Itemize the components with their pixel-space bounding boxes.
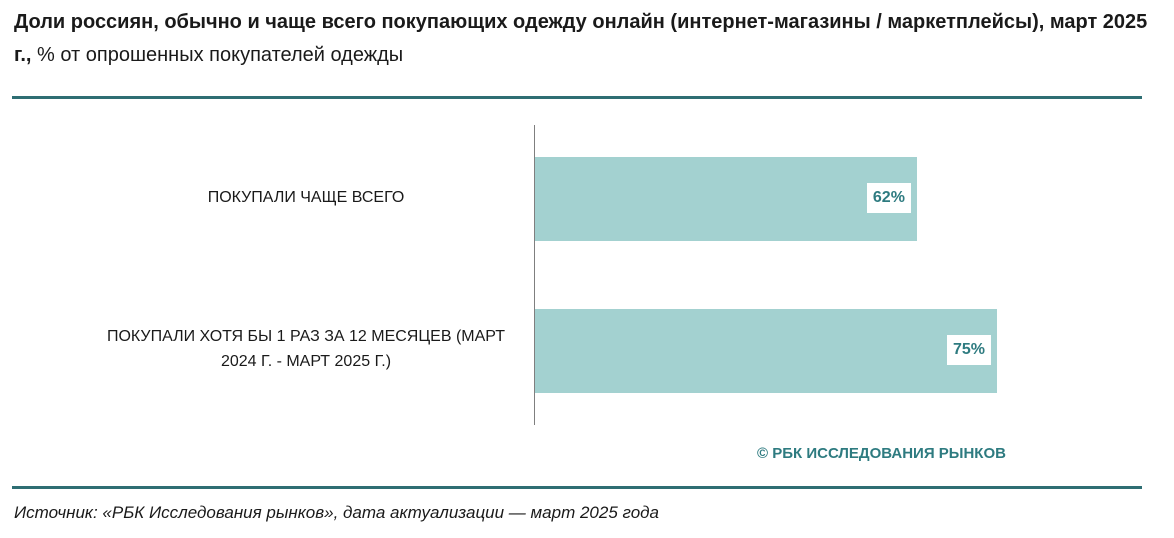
chart-title: Доли россиян, обычно и чаще всего покупа… <box>14 11 1148 66</box>
source: Источник: «РБК Исследования рынков», дат… <box>14 503 660 522</box>
category-label: ПОКУПАЛИ ХОТЯ БЫ 1 РАЗ ЗА 12 МЕСЯЦЕВ (МА… <box>106 328 506 370</box>
watermark: © РБК ИССЛЕДОВАНИЯ РЫНКОВ <box>757 445 1006 462</box>
category-axis <box>534 125 535 425</box>
value-label: 62% <box>866 183 911 213</box>
chart-subtitle: % от опрошенных покупателей одежды <box>37 44 404 66</box>
bar <box>535 309 997 393</box>
divider <box>12 486 1142 489</box>
divider <box>12 96 1142 99</box>
title-block: Доли россиян, обычно и чаще всего покупа… <box>14 6 1164 72</box>
value-label: 75% <box>947 335 992 365</box>
bar <box>535 157 917 241</box>
category-label: ПОКУПАЛИ ЧАЩЕ ВСЕГО <box>207 188 405 206</box>
